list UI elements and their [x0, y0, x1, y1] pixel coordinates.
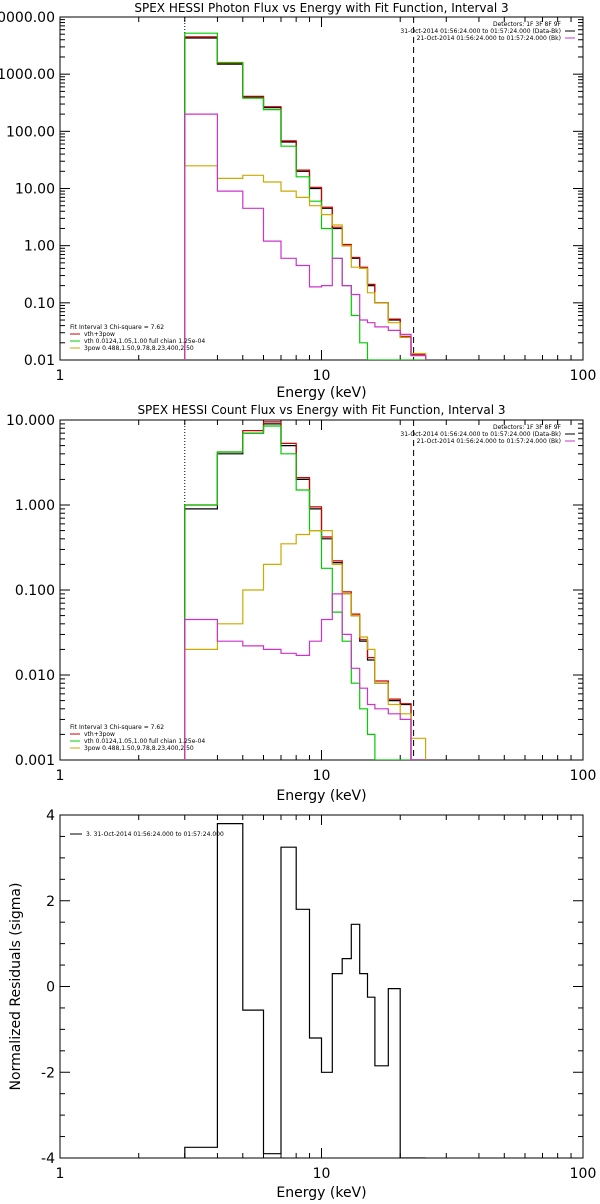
- x-tick-label: 100: [570, 768, 597, 784]
- x-axis-label: Energy (keV): [276, 385, 366, 401]
- y-tick-label: 1.00: [24, 239, 55, 255]
- series-line-3pow: [184, 165, 427, 360]
- y-tick-label: 100.00: [6, 124, 55, 140]
- y-tick-label: -4: [41, 1151, 55, 1167]
- series-line-data-bk: [184, 423, 426, 760]
- series-line-vth-3pow: [184, 36, 427, 360]
- legend-entry: 3. 31-Oct-2014 01:56:24.000 to 01:57:24.…: [86, 831, 224, 838]
- x-axis-label: Energy (keV): [276, 788, 366, 804]
- legend-entry: 21-Oct-2014 01:56:24.000 to 01:57:24.000…: [417, 35, 561, 42]
- x-axis-label: Energy (keV): [276, 1185, 366, 1200]
- series-line-residuals: [184, 823, 426, 1158]
- series-line-vth-3pow: [184, 421, 426, 760]
- legend-entry: vth+3pow: [84, 331, 115, 338]
- x-tick-label: 1: [56, 368, 65, 384]
- y-tick-label: 0.010: [15, 668, 55, 684]
- y-tick-label: 10.00: [15, 182, 55, 198]
- y-tick-label: 4: [46, 808, 55, 824]
- x-tick-label: 1: [56, 768, 65, 784]
- chart-title: SPEX HESSI Photon Flux vs Energy with Fi…: [134, 1, 508, 15]
- legend-entry: 31-Oct-2014 01:56:24.000 to 01:57:24.000…: [400, 28, 561, 35]
- y-tick-label: 2: [46, 894, 55, 910]
- legend-entry: 3pow 0.488,1.50,9.78,8.23,400,2.50: [84, 745, 194, 752]
- x-tick-label: 10: [313, 1166, 331, 1182]
- legend-entry: Detectors: 1F 3F 8F 9F: [493, 424, 562, 431]
- x-tick-label: 100: [570, 1166, 597, 1182]
- y-axis-label: Normalized Residuals (sigma): [8, 883, 24, 1091]
- fit-info-label: Fit Interval 3 Chi-square = 7.62: [70, 324, 164, 331]
- y-tick-label: 0: [46, 980, 55, 996]
- y-tick-label: 0.10: [24, 296, 55, 312]
- plot-frame: [59, 814, 584, 1159]
- legend-entry: Detectors: 1F 3F 8F 9F: [493, 21, 562, 28]
- plot-frame: [59, 419, 584, 761]
- x-tick-label: 100: [570, 368, 597, 384]
- fit-info-label: Fit Interval 3 Chi-square = 7.62: [70, 724, 164, 731]
- y-tick-label: 10.000: [6, 413, 55, 429]
- y-tick-label: 0.100: [15, 583, 55, 599]
- series-line-data-bk: [184, 37, 427, 360]
- chart-panel-1: SPEX HESSI Photon Flux vs Energy with Fi…: [0, 1, 596, 401]
- legend-entry: 3pow 0.488,1.50,9.78,8.23,400,2.50: [84, 345, 194, 352]
- x-tick-label: 10: [313, 768, 331, 784]
- x-tick-label: 10: [313, 368, 331, 384]
- legend-entry: vth 0.0124,1.05,1.00 full chian 1.25e-04: [84, 738, 205, 745]
- series-line-3pow: [184, 530, 427, 760]
- legend-entry: 31-Oct-2014 01:56:24.000 to 01:57:24.000…: [400, 431, 561, 438]
- chart-panel-3: 1 10 100 4 2 0 -2 -4 Energy (keV) Normalized Resi…: [8, 808, 597, 1201]
- y-tick-label: 1.000: [15, 498, 55, 514]
- legend-entry: vth 0.0124,1.05,1.00 full chian 1.25e-04: [84, 338, 205, 345]
- series-line-bk: [184, 113, 427, 360]
- chart-panel-2: SPEX HESSI Count Flux vs Energy with Fit…: [6, 403, 596, 804]
- y-tick-label: -2: [41, 1065, 55, 1081]
- legend-entry: vth+3pow: [84, 731, 115, 738]
- x-tick-label: 1: [56, 1166, 65, 1182]
- legend-entry: 21-Oct-2014 01:56:24.000 to 01:57:24.000…: [417, 438, 561, 445]
- y-tick-label: 0.01: [24, 353, 55, 369]
- y-tick-label: 1000.00: [0, 67, 55, 83]
- chart-title: SPEX HESSI Count Flux vs Energy with Fit…: [137, 403, 505, 417]
- y-tick-label: 0.001: [15, 753, 55, 769]
- series-line-vth: [184, 32, 426, 360]
- series-line-vth: [184, 425, 426, 760]
- series-line-bk: [184, 593, 426, 760]
